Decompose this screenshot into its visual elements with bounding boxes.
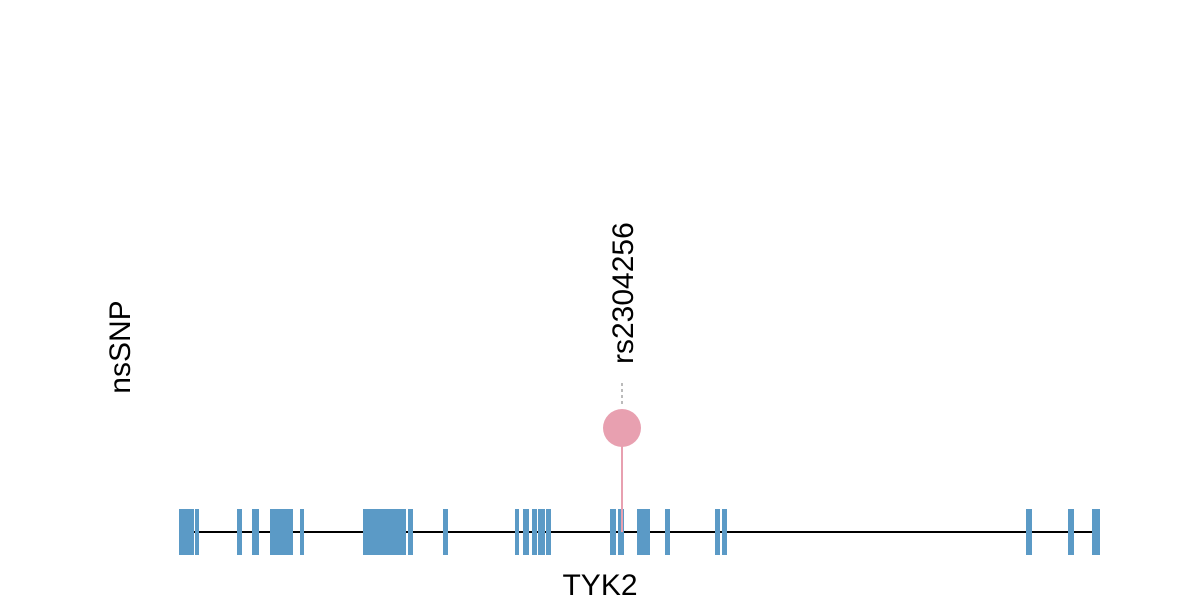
exon bbox=[610, 509, 616, 555]
exon bbox=[515, 509, 519, 555]
exon bbox=[408, 509, 413, 555]
exon bbox=[1092, 509, 1100, 555]
gene-label: TYK2 bbox=[562, 569, 637, 600]
exon bbox=[523, 509, 529, 555]
exon bbox=[363, 509, 406, 555]
exon bbox=[722, 509, 727, 555]
exon bbox=[532, 509, 537, 555]
exon bbox=[300, 509, 304, 555]
exon bbox=[443, 509, 448, 555]
exon bbox=[270, 509, 293, 555]
exons bbox=[179, 509, 1100, 555]
exon bbox=[637, 509, 650, 555]
exon bbox=[179, 509, 194, 555]
snp-marker bbox=[603, 409, 641, 447]
exon bbox=[546, 509, 551, 555]
track-label: nsSNP bbox=[104, 300, 137, 393]
exon bbox=[252, 509, 259, 555]
exon bbox=[538, 509, 545, 555]
exon bbox=[1026, 509, 1032, 555]
exon bbox=[665, 509, 670, 555]
exon bbox=[195, 509, 199, 555]
exon bbox=[237, 509, 242, 555]
snp-label: rs2304256 bbox=[607, 222, 640, 364]
exon bbox=[715, 509, 720, 555]
exon bbox=[1068, 509, 1074, 555]
